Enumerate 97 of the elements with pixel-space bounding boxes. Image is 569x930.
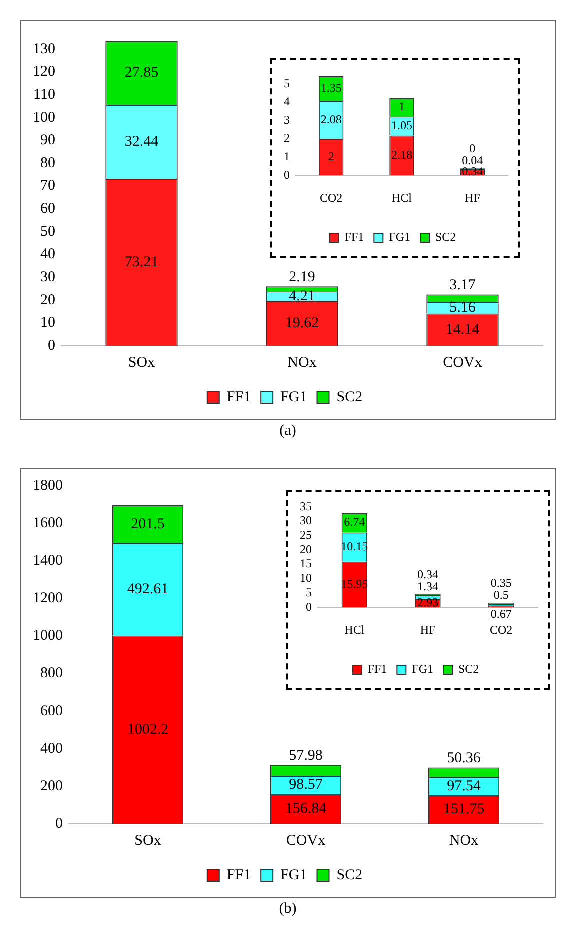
data-label: 4.21 bbox=[289, 288, 316, 304]
data-label: 0.67 bbox=[490, 606, 512, 621]
x-tick-label: HCl bbox=[344, 622, 366, 637]
legend-label: FG1 bbox=[280, 389, 308, 406]
x-tick-label: CO2 bbox=[490, 622, 513, 637]
data-label: 73.21 bbox=[124, 254, 159, 270]
y-tick-label: 3 bbox=[284, 112, 290, 127]
y-tick-label: 10 bbox=[300, 571, 312, 586]
data-label: 32.44 bbox=[124, 134, 160, 150]
y-tick-label: 1400 bbox=[33, 553, 63, 570]
y-tick-label: 30 bbox=[40, 269, 56, 286]
data-label: 2.93 bbox=[418, 596, 438, 610]
x-tick-label: CO2 bbox=[320, 190, 343, 205]
data-label: 98.57 bbox=[289, 777, 324, 794]
y-tick-label: 400 bbox=[40, 740, 63, 757]
data-label: 0.5 bbox=[494, 588, 509, 602]
y-tick-label: 1 bbox=[284, 150, 290, 164]
y-tick-label: 0 bbox=[284, 168, 290, 182]
y-tick-label: 1600 bbox=[33, 515, 63, 532]
data-label: 0 bbox=[470, 142, 476, 156]
y-tick-label: 90 bbox=[40, 132, 56, 149]
data-label: 19.62 bbox=[285, 316, 320, 332]
y-tick-label: 0 bbox=[306, 600, 312, 614]
x-tick-label: HCl bbox=[392, 190, 413, 205]
data-label: 1 bbox=[399, 100, 405, 114]
text: (a) bbox=[278, 423, 298, 440]
y-tick-label: 5 bbox=[284, 76, 290, 90]
data-label: 14.14 bbox=[446, 322, 480, 338]
data-label: 1.05 bbox=[392, 118, 412, 132]
x-tick-label: COVx bbox=[443, 354, 483, 371]
y-tick-label: 130 bbox=[33, 41, 56, 58]
legend-label: FF1 bbox=[226, 389, 252, 406]
data-label: 0.35 bbox=[490, 576, 512, 590]
data-label: 2.19 bbox=[289, 270, 316, 286]
text: (b) bbox=[278, 901, 298, 918]
data-label: 156.84 bbox=[285, 801, 328, 818]
data-label: 0.34 bbox=[418, 567, 438, 582]
data-label: 492.61 bbox=[127, 581, 169, 598]
y-tick-label: 200 bbox=[40, 778, 63, 794]
y-tick-label: 20 bbox=[300, 542, 312, 556]
y-tick-label: 120 bbox=[33, 64, 56, 80]
legend-label: SC2 bbox=[336, 389, 363, 406]
x-tick-label: SOx bbox=[134, 832, 162, 849]
legend-label: FF1 bbox=[226, 867, 252, 884]
x-tick-label: COVx bbox=[286, 832, 326, 849]
data-label: 2.18 bbox=[392, 148, 412, 162]
x-tick-label: SOx bbox=[128, 354, 156, 371]
y-tick-label: 100 bbox=[33, 110, 56, 126]
legend-label: SC2 bbox=[458, 662, 480, 676]
x-tick-label: NOx bbox=[288, 354, 318, 371]
x-tick-label: HF bbox=[420, 622, 436, 637]
y-tick-label: 110 bbox=[34, 86, 56, 103]
data-label: 2.08 bbox=[320, 112, 342, 126]
y-tick-label: 70 bbox=[40, 178, 56, 194]
legend-label: FG1 bbox=[412, 662, 434, 676]
data-label: 1002.2 bbox=[127, 722, 169, 738]
y-tick-label: 30 bbox=[300, 514, 312, 528]
y-tick-label: 2 bbox=[284, 131, 290, 146]
data-label: 0.04 bbox=[462, 154, 484, 168]
data-label: 27.85 bbox=[124, 65, 159, 82]
data-label: 97.54 bbox=[447, 778, 482, 794]
data-label: 57.98 bbox=[289, 748, 323, 764]
legend-label: SC2 bbox=[436, 230, 456, 244]
y-tick-label: 4 bbox=[284, 94, 290, 109]
y-tick-label: 0 bbox=[56, 816, 63, 832]
data-label: 1.34 bbox=[418, 579, 438, 594]
data-label: 50.36 bbox=[447, 750, 482, 767]
y-tick-label: 1800 bbox=[33, 478, 63, 494]
y-tick-label: 800 bbox=[40, 666, 63, 682]
y-tick-label: 35 bbox=[300, 499, 312, 514]
legend-label: SC2 bbox=[336, 867, 363, 884]
y-tick-label: 80 bbox=[40, 155, 56, 172]
data-label: 201.5 bbox=[131, 516, 165, 532]
data-label: 1.35 bbox=[320, 80, 342, 95]
y-tick-label: 20 bbox=[40, 292, 56, 308]
y-tick-label: 15 bbox=[300, 556, 312, 571]
data-label: 151.75 bbox=[443, 802, 485, 818]
data-label: 5.16 bbox=[450, 300, 476, 316]
y-tick-label: 0 bbox=[48, 338, 56, 354]
x-tick-label: HF bbox=[464, 190, 481, 205]
legend-label: FG1 bbox=[280, 867, 308, 884]
y-tick-label: 10 bbox=[40, 315, 56, 332]
legend-label: FG1 bbox=[389, 230, 411, 244]
legend-label: FF1 bbox=[344, 230, 364, 244]
y-tick-label: 60 bbox=[40, 201, 56, 218]
y-tick-label: 25 bbox=[300, 528, 312, 542]
data-label: 2 bbox=[328, 150, 334, 164]
legend-label: FF1 bbox=[368, 662, 388, 676]
y-tick-label: 1200 bbox=[33, 590, 63, 607]
y-tick-label: 1000 bbox=[33, 628, 63, 644]
y-tick-label: 5 bbox=[306, 585, 312, 600]
y-tick-label: 50 bbox=[40, 224, 56, 240]
data-label: 3.17 bbox=[450, 278, 476, 294]
y-tick-label: 40 bbox=[40, 246, 56, 263]
x-tick-label: NOx bbox=[449, 832, 480, 849]
data-label: 6.74 bbox=[344, 515, 366, 530]
y-tick-label: 600 bbox=[40, 703, 63, 720]
